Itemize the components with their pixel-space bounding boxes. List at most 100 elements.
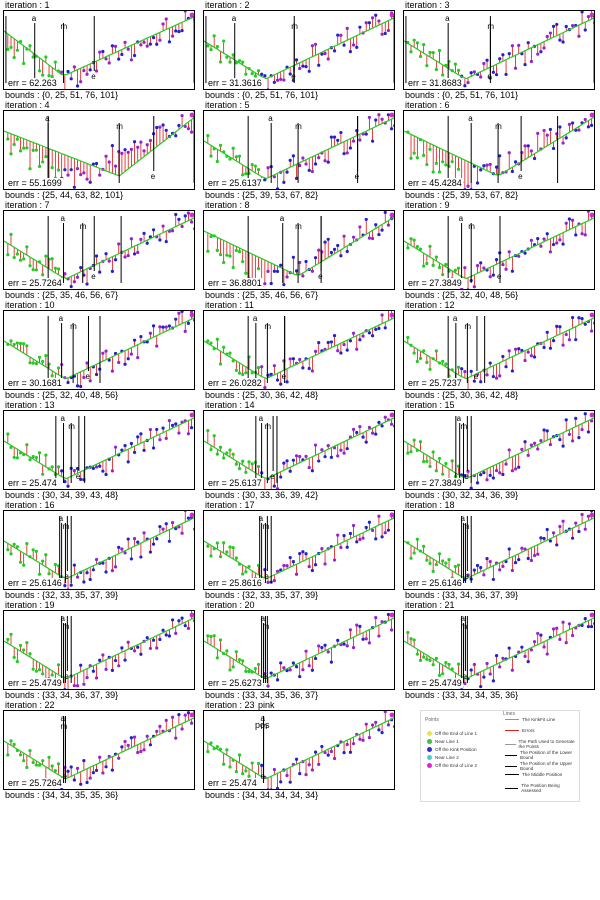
bounds-label: bounds : {25, 39, 53, 67, 82} <box>405 190 519 200</box>
data-point <box>180 29 184 33</box>
data-point <box>237 250 242 254</box>
data-point <box>510 44 514 48</box>
data-point <box>215 45 219 49</box>
data-point <box>555 241 559 245</box>
data-point <box>539 536 543 540</box>
data-point <box>136 645 140 649</box>
plot-panel: a m e err = 25.7237 <box>403 310 595 390</box>
data-point <box>189 721 194 725</box>
data-point <box>374 537 378 541</box>
data-point <box>15 659 19 664</box>
data-point <box>361 738 365 742</box>
data-point <box>513 160 518 164</box>
data-point <box>345 644 349 648</box>
marker-letter-e: e <box>318 272 323 281</box>
marker-letter-m: m <box>461 422 468 431</box>
data-point <box>47 755 51 759</box>
data-point <box>551 531 556 535</box>
bounds-label: bounds : {25, 30, 36, 42, 48} <box>405 390 519 400</box>
data-point <box>294 572 299 576</box>
data-point <box>412 638 416 642</box>
data-point <box>434 562 438 567</box>
data-point <box>241 260 245 264</box>
data-point <box>44 354 48 358</box>
data-point <box>291 255 295 259</box>
data-point <box>282 180 286 184</box>
data-point <box>244 669 248 673</box>
legend-line-label: The Position of the Upper Bound <box>519 761 573 771</box>
data-point <box>91 162 95 166</box>
data-point <box>501 472 505 477</box>
data-point <box>326 340 330 345</box>
data-point <box>431 569 435 573</box>
data-point <box>482 61 486 66</box>
plot-svg: ame <box>204 112 394 189</box>
data-point <box>380 32 384 36</box>
data-point <box>28 458 32 462</box>
data-point <box>374 13 378 17</box>
end-point <box>589 512 594 518</box>
data-point <box>98 658 102 662</box>
bounds-label: bounds : {32, 33, 35, 37, 39} <box>5 590 119 600</box>
data-point <box>91 466 95 470</box>
data-point <box>145 734 149 738</box>
data-point <box>79 265 83 270</box>
data-point <box>320 52 324 56</box>
data-point <box>253 164 257 168</box>
data-point <box>355 430 359 435</box>
data-point <box>469 668 473 672</box>
data-point <box>148 428 152 432</box>
data-point <box>15 545 19 549</box>
iteration-label: iteration : 2 <box>205 0 250 10</box>
data-point <box>34 455 38 460</box>
data-point <box>418 440 423 444</box>
data-point <box>193 111 194 113</box>
data-point <box>380 228 384 232</box>
data-point <box>317 644 321 648</box>
data-point <box>342 343 346 347</box>
data-point <box>412 351 416 355</box>
data-point <box>409 450 413 454</box>
data-point <box>422 153 426 157</box>
data-point <box>9 339 13 343</box>
data-point <box>110 668 114 672</box>
data-point <box>167 324 172 328</box>
end-point <box>389 412 394 418</box>
kinkfit-line <box>404 116 594 176</box>
data-point <box>206 44 210 48</box>
data-point <box>158 438 162 442</box>
kinkfit-line <box>204 216 394 276</box>
data-point <box>428 50 432 55</box>
data-point <box>298 454 302 459</box>
data-point <box>142 40 146 44</box>
data-point <box>174 631 178 635</box>
data-point <box>542 428 546 432</box>
data-point <box>177 619 181 623</box>
iteration-label: iteration : 6 <box>405 100 450 110</box>
data-point <box>145 241 149 245</box>
kinkfit-line <box>404 417 594 480</box>
data-point <box>237 657 242 662</box>
data-point <box>456 563 461 567</box>
data-point <box>313 443 318 447</box>
data-point <box>326 57 330 61</box>
data-point <box>377 514 381 518</box>
data-point <box>209 234 213 239</box>
data-point <box>113 445 118 449</box>
data-point <box>79 173 83 177</box>
data-point <box>263 567 267 572</box>
kinkfit-line <box>4 116 194 177</box>
data-point <box>158 637 162 642</box>
data-point <box>367 331 372 335</box>
plot-svg: ame <box>404 612 594 689</box>
plot-panel: a m e err = 25.6146 <box>3 510 195 590</box>
data-point <box>491 70 495 74</box>
data-point <box>561 620 565 624</box>
marker-letter-a: a <box>261 614 266 623</box>
data-point <box>158 238 162 242</box>
data-point <box>60 70 64 74</box>
data-point <box>56 762 61 766</box>
data-point <box>351 427 356 431</box>
iteration-label: iteration : 18 <box>405 500 455 510</box>
data-point <box>269 281 273 286</box>
